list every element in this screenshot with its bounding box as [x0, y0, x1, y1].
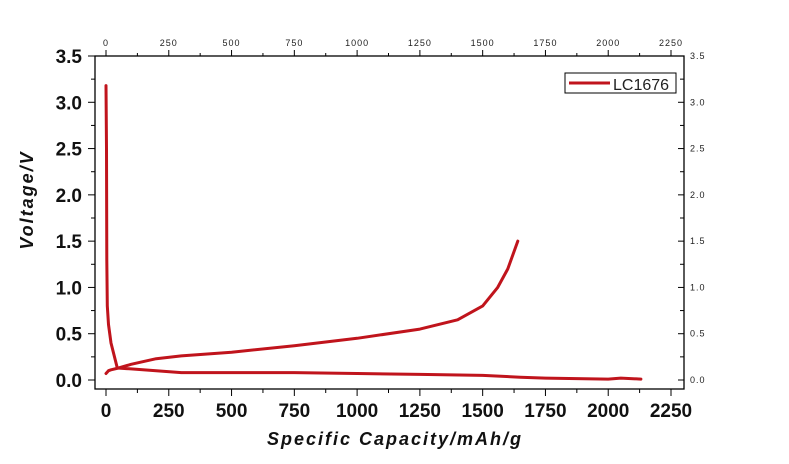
y-tick-label: 0.0	[56, 371, 82, 392]
x-top-tick-label: 2000	[596, 38, 620, 48]
x-top-tick-label: 1750	[533, 38, 557, 48]
y-tick-label: 1.5	[56, 232, 83, 253]
y-right-tick-label: 2.0	[690, 190, 706, 200]
x-tick-label: 1500	[462, 401, 504, 422]
x-tick-label: 1750	[524, 401, 566, 422]
y-right-tick-label: 1.0	[690, 282, 706, 292]
x-tick-label: 500	[216, 401, 248, 422]
legend: LC1676	[564, 72, 677, 94]
x-tick-label: 2000	[587, 401, 629, 422]
y-tick-label: 2.0	[56, 186, 82, 207]
y-axis-label: Voltage/V	[17, 150, 37, 249]
y-right-tick-label: 0.0	[690, 375, 706, 385]
x-tick-label: 2250	[650, 401, 692, 422]
x-top-tick-label: 750	[285, 38, 303, 48]
x-axis-label: Specific Capacity/mAh/g	[267, 429, 523, 449]
series-line	[104, 239, 520, 375]
y-tick-label: 3.5	[56, 47, 83, 68]
x-tick-label: 0	[101, 401, 112, 422]
x-top-tick-label: 1000	[345, 38, 369, 48]
x-top-tick-label: 1250	[408, 38, 432, 48]
y-right-tick-label: 1.5	[690, 236, 706, 246]
x-top-tick-label: 1500	[471, 38, 495, 48]
y-right-tick-label: 2.5	[690, 144, 706, 154]
y-tick-label: 1.0	[56, 278, 82, 299]
y-tick-label: 3.0	[56, 93, 82, 114]
y-right-tick-label: 3.5	[690, 51, 706, 61]
legend-label: LC1676	[613, 77, 669, 94]
series-line	[104, 84, 643, 381]
x-top-tick-label: 0	[103, 38, 109, 48]
y-right-tick-label: 3.0	[690, 97, 706, 107]
x-tick-label: 1250	[399, 401, 441, 422]
x-top-tick-label: 500	[223, 38, 241, 48]
y-right-tick-label: 0.5	[690, 329, 706, 339]
x-tick-label: 1000	[336, 401, 378, 422]
x-tick-label: 250	[153, 401, 185, 422]
x-top-tick-label: 250	[160, 38, 178, 48]
y-tick-label: 2.5	[56, 140, 83, 161]
legend-box	[564, 72, 677, 94]
x-top-tick-label: 2250	[659, 38, 683, 48]
x-tick-label: 750	[278, 401, 310, 422]
y-tick-label: 0.5	[56, 325, 83, 346]
plot-frame	[94, 55, 685, 390]
